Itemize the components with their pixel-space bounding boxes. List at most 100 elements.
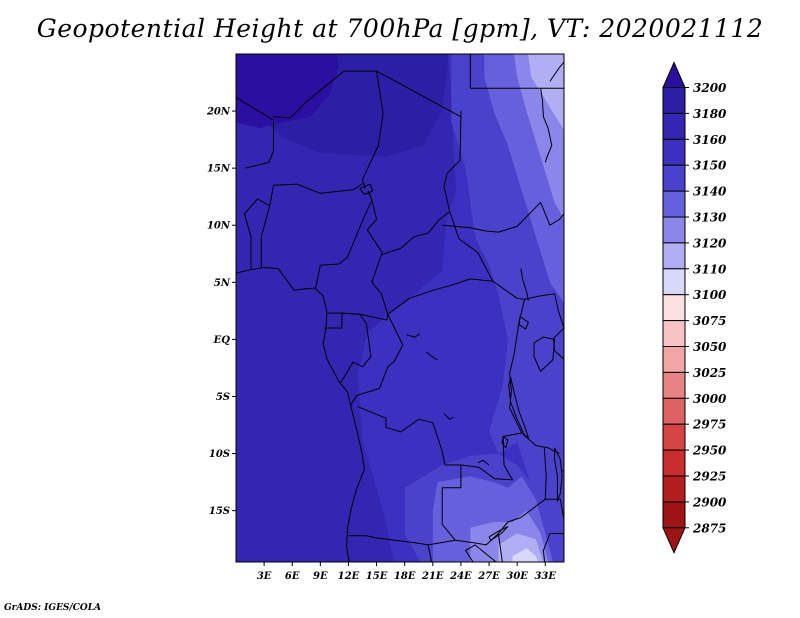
region-3095-south (512, 548, 539, 562)
geopotential-field (236, 54, 564, 562)
lake-victoria (533, 336, 556, 372)
lat-tick-label: 15N (207, 164, 231, 175)
colorbar-label: 2950 (692, 444, 727, 458)
colorbar-label: 2925 (692, 470, 726, 484)
lake-mweru (501, 435, 509, 449)
border-eqg-gabon (324, 313, 343, 329)
border-benin-burkina (244, 198, 270, 215)
lat-tick-label: EQ (213, 335, 231, 346)
colorbar-bottom-arrow (662, 527, 686, 555)
lat-tick-label: 15S (209, 506, 230, 517)
border-drc-zambia (357, 406, 522, 481)
border-ssudan-uganda (524, 293, 555, 300)
lon-tick-label: 6E (285, 571, 300, 582)
colorbar-swatch (662, 268, 686, 296)
border-gabon-congo (339, 312, 372, 385)
border-chad-sudan (443, 116, 462, 212)
colorbar-label: 3120 (693, 236, 727, 250)
lon-tick-label: 21E (421, 571, 444, 582)
drc-wetlands-4 (477, 459, 490, 466)
border-niger-algeria (273, 70, 345, 119)
border-drc-rwanda-tanzania (509, 352, 523, 434)
colorbar-label: 3130 (693, 211, 727, 225)
lake-tana-nile (540, 88, 553, 163)
colorbar-swatch (662, 320, 686, 348)
colorbar-label: 3200 (693, 81, 727, 95)
colorbar-label: 2875 (692, 521, 726, 535)
lat-tick-label: 5N (214, 278, 231, 289)
colorbar-swatch (662, 138, 686, 166)
border-zimbabwe (465, 533, 503, 562)
colorbar-label: 3075 (693, 314, 726, 328)
border-algeria-mali (236, 96, 274, 121)
lon-tick-label: 30E (506, 571, 528, 582)
border-cameroon-car (371, 254, 389, 315)
lake-kariba (488, 526, 509, 541)
colorbar-label: 3000 (693, 392, 727, 406)
chart-title: Geopotential Height at 700hPa [gpm], VT:… (36, 14, 764, 43)
border-niger-nigeria (269, 182, 364, 206)
lon-tick-label: 15E (366, 571, 388, 582)
colorbar-label: 3050 (693, 340, 727, 354)
border-tanzania-lakes (521, 432, 560, 455)
border-sudan-ssudan (442, 201, 564, 233)
colorbar-label: 3180 (693, 107, 727, 121)
colorbar-swatch (662, 112, 686, 140)
lon-tick-label: 18E (394, 571, 416, 582)
lat-tick-label: 10S (209, 449, 230, 460)
colorbar-label: 3140 (693, 185, 727, 199)
colorbar-swatch (662, 294, 686, 322)
colorbar-swatch (662, 190, 686, 218)
border-congo-drc (349, 314, 404, 406)
coast-west (236, 267, 365, 562)
colorbar-swatch (662, 164, 686, 192)
drc-wetlands-2 (425, 351, 438, 361)
colorbar-label: 3150 (693, 159, 727, 173)
colorbar-top-arrow (662, 61, 686, 88)
border-namibia-caprivi (427, 544, 433, 562)
map-frame (235, 53, 565, 563)
colorbar-label: 3100 (693, 288, 727, 302)
country-borders (236, 54, 564, 562)
colorbar-swatch (662, 371, 686, 399)
colorbar: 3200 3180 3160 3150 3140 3130 3120 3110 3100 3075… (662, 61, 727, 555)
colorbar-swatch (662, 216, 686, 244)
region-3155 (236, 54, 457, 562)
colorbar-label: 2900 (692, 495, 727, 509)
nile-swamp (520, 268, 529, 301)
lon-tick-label: 3E (257, 571, 272, 582)
grads-credit: GrADS: IGES/COLA (4, 603, 102, 613)
border-benin-nigeria (260, 205, 271, 268)
colorbar-label: 3025 (693, 366, 726, 380)
lake-albert (518, 316, 529, 330)
colorbar-swatch (662, 423, 686, 451)
colorbar-swatch (662, 242, 686, 270)
border-cameroon-chad (366, 190, 383, 256)
drc-wetlands-3 (443, 413, 454, 420)
colorbar-swatch (662, 397, 686, 425)
lon-tick-label: 24E (449, 571, 472, 582)
border-car-sudan (449, 211, 494, 282)
colorbar-label: 3160 (693, 133, 727, 147)
colorbar-swatch (662, 475, 686, 503)
border-niger-chad (362, 71, 384, 189)
lake-malawi (554, 447, 563, 502)
colorbar-swatch (662, 449, 686, 477)
region-3105-east (528, 54, 564, 131)
colorbar-swatch (662, 87, 686, 114)
region-3190 (236, 54, 340, 129)
lon-tick-label: 12E (338, 571, 360, 582)
lon-tick-label: 33E (534, 571, 556, 582)
colorbar-swatch (662, 346, 686, 373)
border-angola-zambia (348, 465, 462, 546)
lake-tanganyika (508, 376, 529, 439)
colorbar-swatch (662, 501, 686, 529)
map-axes: 20N 15N 10N 5N EQ 5S 10S 15S 3E 6E 9E 12E 15E 18E 21E 2… (206, 107, 556, 582)
colorbar-label: 3110 (693, 262, 727, 276)
lon-tick-label: 27E (477, 571, 500, 582)
border-kenya-tanzania (554, 350, 564, 361)
border-togo-benin (243, 213, 252, 269)
lake-chad (359, 183, 374, 195)
border-mali-niger (245, 120, 274, 169)
